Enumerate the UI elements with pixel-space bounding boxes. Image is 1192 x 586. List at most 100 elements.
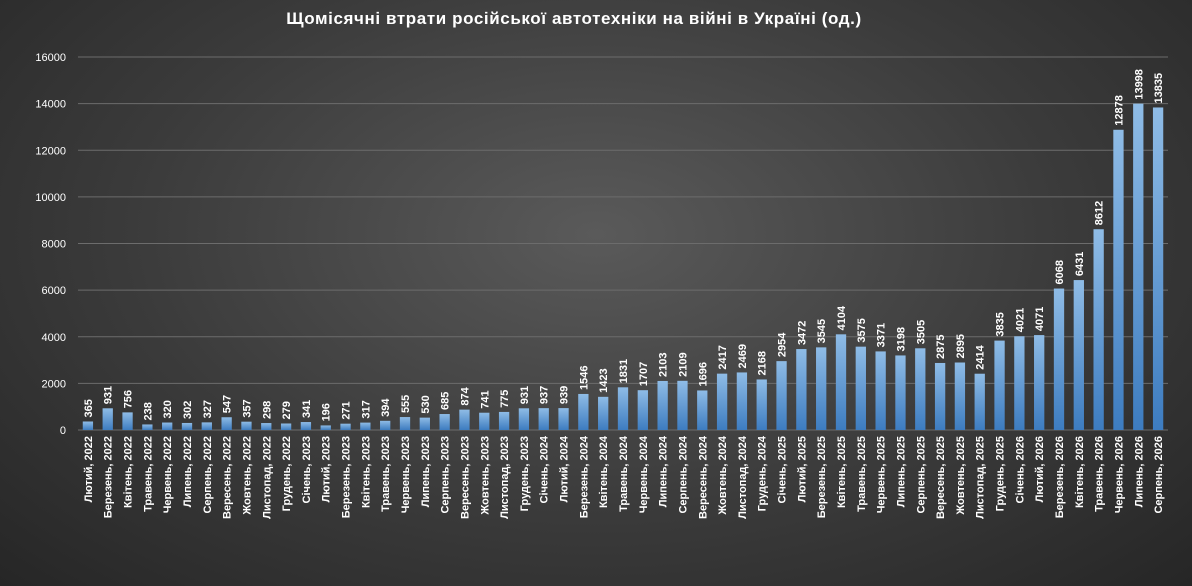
x-tick-label: Жовтень, 2024 (717, 435, 729, 516)
x-tick-label: Квітень, 2023 (360, 436, 372, 508)
data-label: 2954 (777, 332, 789, 357)
bar (142, 424, 153, 430)
x-tick-label: Вересень, 2025 (935, 436, 947, 519)
bar (776, 361, 787, 430)
bar (934, 362, 946, 430)
x-tick-label: Серпень, 2026 (1153, 436, 1165, 514)
data-label: 320 (162, 400, 174, 418)
x-tick-label: Травень, 2023 (380, 436, 392, 512)
bar (716, 373, 728, 430)
bar (82, 421, 94, 430)
x-tick-label: Жовтень, 2023 (479, 436, 491, 516)
x-tick-label: Лютий, 2023 (321, 436, 333, 502)
x-tick-label: Червень, 2022 (162, 436, 174, 513)
bar (915, 348, 926, 430)
x-tick-label: Червень, 2026 (1113, 436, 1125, 513)
bar (637, 390, 648, 430)
bar (954, 362, 966, 430)
x-tick-label: Травень, 2024 (618, 435, 630, 512)
data-label: 931 (519, 386, 531, 404)
data-label: 12878 (1113, 95, 1125, 126)
bar (875, 351, 886, 430)
data-label: 1707 (638, 362, 650, 386)
x-tick-label: Лютий, 2026 (1034, 436, 1046, 502)
x-tick-label: Грудень, 2023 (519, 436, 531, 511)
data-label: 13835 (1153, 73, 1165, 104)
x-tick-label: Січень, 2025 (777, 436, 789, 504)
x-tick-label: Лютий, 2025 (796, 436, 808, 502)
bar (261, 423, 272, 430)
data-label: 238 (142, 402, 154, 420)
x-tick-label: Липень, 2024 (658, 435, 670, 507)
y-tick-label: 4000 (42, 332, 66, 344)
bar (558, 408, 569, 430)
x-tick-label: Листопад, 2023 (499, 436, 511, 519)
x-tick-label: Листопад, 2022 (261, 436, 273, 519)
y-tick-label: 14000 (35, 99, 66, 111)
bar (459, 409, 470, 430)
x-tick-label: Липень, 2025 (895, 436, 907, 507)
x-tick-label: Червень, 2023 (400, 436, 412, 513)
bar (697, 390, 708, 430)
x-tick-label: Вересень, 2022 (222, 436, 234, 519)
x-tick-label: Вересень, 2023 (459, 436, 471, 519)
data-label: 271 (341, 401, 353, 419)
x-tick-label: Квітень, 2026 (1074, 436, 1086, 508)
bar (340, 423, 351, 430)
data-label: 3505 (915, 320, 927, 344)
y-tick-label: 2000 (42, 378, 66, 390)
bar (657, 380, 668, 430)
bar (974, 373, 985, 430)
x-tick-label: Серпень, 2023 (440, 436, 452, 514)
data-label: 279 (281, 401, 293, 419)
data-label: 2103 (658, 352, 670, 376)
data-label: 317 (360, 400, 372, 418)
bar (1034, 335, 1045, 430)
x-tick-label: Травень, 2025 (856, 436, 868, 512)
data-label: 6431 (1074, 252, 1086, 276)
bar (538, 408, 549, 430)
data-label: 302 (182, 401, 194, 419)
bar (181, 422, 193, 430)
bar (201, 422, 212, 430)
data-label: 3835 (995, 312, 1007, 336)
bar (280, 423, 292, 430)
bar (1073, 280, 1084, 430)
x-tick-label: Березень, 2026 (1054, 436, 1066, 518)
data-label: 8612 (1094, 201, 1106, 225)
data-label: 1423 (598, 368, 610, 392)
bar (677, 380, 688, 430)
x-tick-label: Грудень, 2025 (995, 436, 1007, 511)
data-label: 931 (103, 386, 115, 404)
x-tick-label: Липень, 2023 (420, 436, 432, 507)
bar (399, 417, 411, 430)
data-label: 1696 (697, 362, 709, 386)
data-label: 394 (380, 398, 392, 417)
x-tick-label: Травень, 2026 (1094, 436, 1106, 512)
data-label: 530 (420, 395, 432, 413)
data-label: 3545 (816, 319, 828, 343)
data-label: 3472 (796, 321, 808, 345)
data-label: 2875 (935, 334, 947, 358)
bar (380, 420, 391, 430)
bar (796, 349, 807, 430)
x-tick-label: Серпень, 2024 (677, 435, 689, 513)
y-tick-label: 10000 (35, 192, 66, 204)
bars (82, 103, 1164, 431)
x-tick-label: Квітень, 2022 (123, 436, 135, 508)
data-label: 2109 (677, 352, 689, 376)
bar (598, 396, 609, 430)
data-label: 547 (222, 395, 234, 413)
data-label: 357 (241, 399, 253, 417)
bar (419, 417, 430, 430)
x-tick-label: Серпень, 2025 (915, 436, 927, 514)
data-label: 555 (400, 395, 412, 413)
x-tick-label: Березень, 2022 (103, 436, 115, 518)
data-label: 937 (539, 386, 551, 404)
bar (162, 422, 173, 430)
y-tick-label: 8000 (42, 239, 66, 251)
x-tick-label: Серпень, 2022 (202, 436, 214, 514)
x-tick-label: Листопад, 2025 (975, 436, 987, 519)
